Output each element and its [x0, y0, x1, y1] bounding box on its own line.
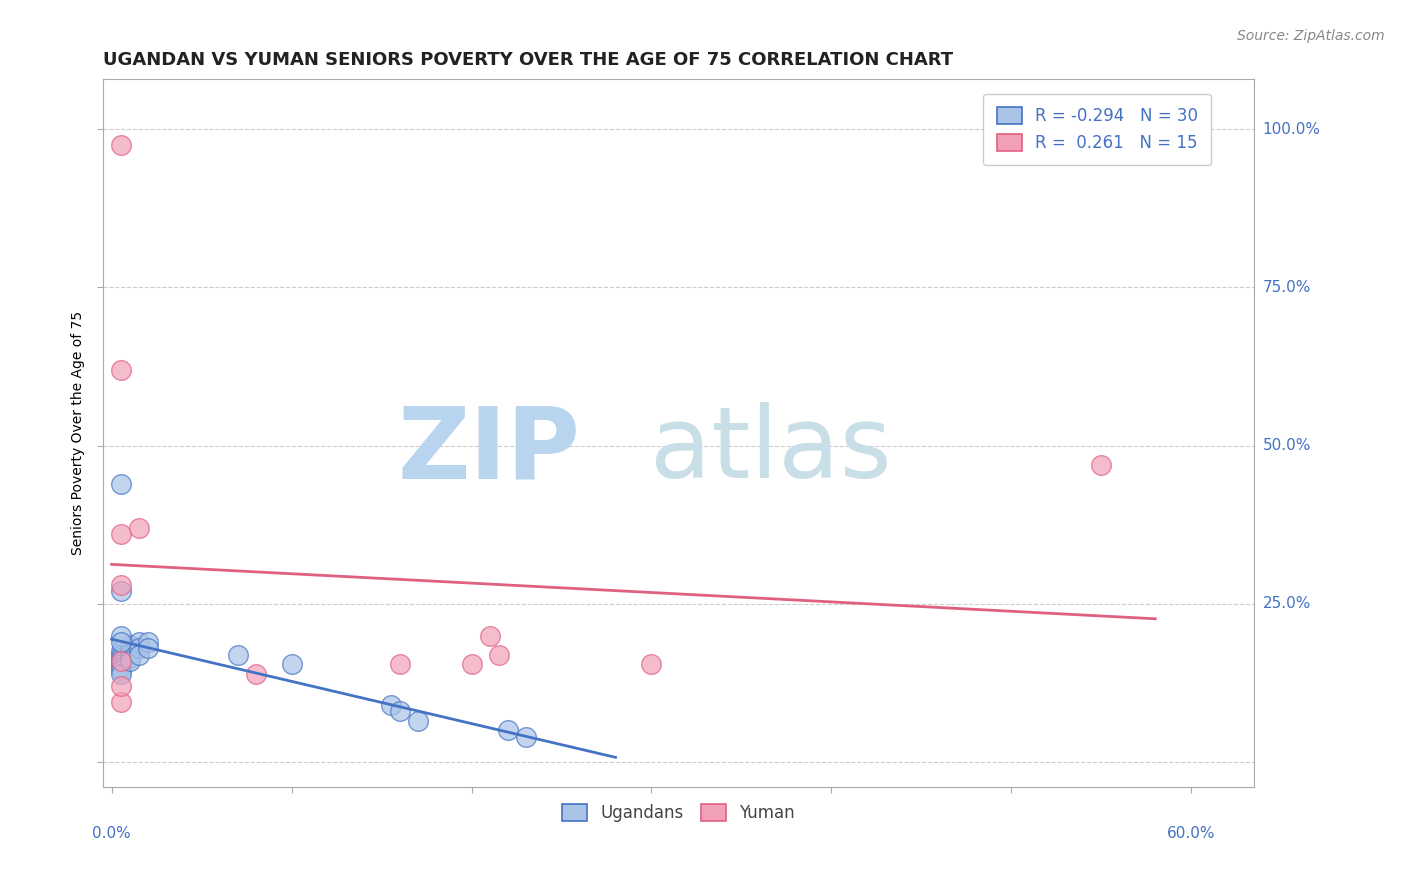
Point: [496, 723, 519, 738]
Point: [110, 527, 132, 541]
Point: [110, 644, 132, 658]
Text: atlas: atlas: [650, 402, 891, 500]
Legend: Ugandans, Yuman: Ugandans, Yuman: [555, 797, 801, 829]
Point: [128, 635, 150, 649]
Point: [110, 650, 132, 665]
Point: [110, 666, 132, 681]
Point: [245, 666, 267, 681]
Point: [110, 654, 132, 668]
Point: [640, 657, 662, 671]
Text: 25.0%: 25.0%: [1263, 597, 1310, 611]
Point: [110, 635, 132, 649]
Point: [110, 138, 132, 153]
Point: [226, 648, 249, 662]
Point: [110, 660, 132, 674]
Text: ZIP: ZIP: [398, 402, 581, 500]
Point: [478, 628, 501, 642]
Point: [136, 641, 159, 656]
Point: [118, 654, 141, 668]
Text: 60.0%: 60.0%: [1167, 826, 1216, 841]
Point: [118, 641, 141, 656]
Point: [110, 664, 132, 678]
Point: [136, 635, 159, 649]
Point: [1090, 458, 1112, 472]
Point: [110, 657, 132, 671]
Point: [110, 679, 132, 693]
Point: [128, 648, 150, 662]
Point: [110, 628, 132, 642]
Point: [118, 648, 141, 662]
Text: 75.0%: 75.0%: [1263, 280, 1310, 295]
Point: [118, 644, 141, 658]
Point: [118, 650, 141, 665]
Point: [110, 648, 132, 662]
Point: [388, 657, 411, 671]
Point: [388, 705, 411, 719]
Point: [460, 657, 482, 671]
Point: [110, 362, 132, 376]
Point: [380, 698, 402, 713]
Point: [128, 641, 150, 656]
Point: [110, 578, 132, 592]
Point: [488, 648, 510, 662]
Point: [110, 476, 132, 491]
Point: [128, 521, 150, 535]
Text: 0.0%: 0.0%: [93, 826, 131, 841]
Point: [110, 654, 132, 668]
Text: Source: ZipAtlas.com: Source: ZipAtlas.com: [1237, 29, 1385, 43]
Text: UGANDAN VS YUMAN SENIORS POVERTY OVER THE AGE OF 75 CORRELATION CHART: UGANDAN VS YUMAN SENIORS POVERTY OVER TH…: [103, 51, 953, 69]
Y-axis label: Seniors Poverty Over the Age of 75: Seniors Poverty Over the Age of 75: [72, 311, 86, 555]
Text: 100.0%: 100.0%: [1263, 121, 1320, 136]
Text: 50.0%: 50.0%: [1263, 438, 1310, 453]
Point: [118, 638, 141, 652]
Point: [515, 730, 537, 744]
Point: [110, 695, 132, 709]
Point: [280, 657, 302, 671]
Point: [406, 714, 429, 728]
Point: [110, 584, 132, 599]
